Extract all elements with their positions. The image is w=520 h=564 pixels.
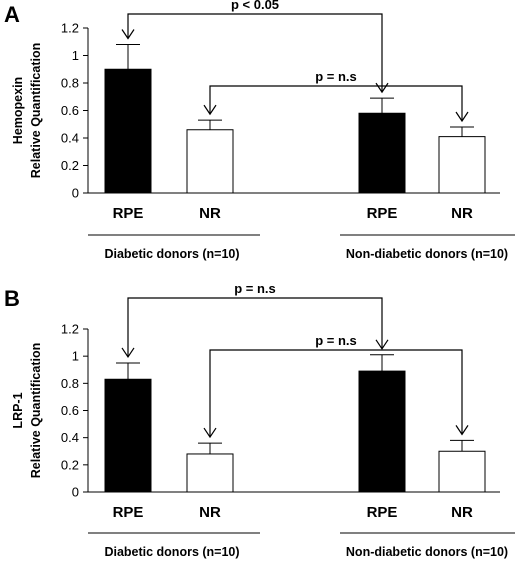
category-label: NR bbox=[451, 205, 473, 222]
y-tick-label: 0.4 bbox=[61, 430, 79, 445]
bracket-arrowhead bbox=[375, 339, 389, 350]
category-label: NR bbox=[451, 504, 473, 521]
bracket-arrowhead bbox=[203, 104, 217, 116]
y-tick-label: 0 bbox=[72, 485, 79, 500]
significance-label: p = n.s bbox=[234, 281, 276, 296]
bar bbox=[186, 129, 234, 194]
category-label: RPE bbox=[367, 504, 398, 521]
bracket-arrowhead bbox=[455, 425, 469, 436]
bracket-line bbox=[209, 349, 463, 438]
bar bbox=[104, 68, 152, 194]
group-label: Diabetic donors (n=10) bbox=[104, 247, 239, 261]
y-axis-title: Hemopexin bbox=[11, 77, 25, 144]
bar bbox=[358, 370, 406, 493]
y-axis-title: LRP-1 bbox=[11, 392, 25, 428]
bar bbox=[438, 136, 486, 194]
group-label: Non-diabetic donors (n=10) bbox=[346, 247, 508, 261]
bracket-arrowhead bbox=[203, 427, 217, 439]
y-tick-label: 0.2 bbox=[61, 158, 79, 173]
y-tick-label: 0.8 bbox=[61, 76, 79, 91]
bracket-arrowhead bbox=[455, 111, 469, 123]
bar bbox=[104, 378, 152, 493]
y-axis-subtitle: Relative Quantification bbox=[29, 343, 43, 478]
bar bbox=[438, 450, 486, 493]
y-tick-label: 0.2 bbox=[61, 457, 79, 472]
chart-panel-a: A 0 0.2 0.4 0.6 0.8 1 1.2 Hemopexin Relative Quan… bbox=[4, 0, 515, 261]
category-label: NR bbox=[199, 504, 221, 521]
category-label: RPE bbox=[113, 504, 144, 521]
bar bbox=[186, 453, 234, 493]
panel-letter: B bbox=[4, 286, 20, 311]
significance-label: p = n.s bbox=[315, 69, 357, 84]
group-label: Diabetic donors (n=10) bbox=[104, 545, 239, 559]
category-label: RPE bbox=[113, 205, 144, 222]
bracket-arrowhead bbox=[121, 347, 135, 359]
significance-bracket: p = n.s bbox=[203, 69, 469, 123]
y-tick-label: 1.2 bbox=[61, 322, 79, 337]
significance-bracket: p = n.s bbox=[121, 281, 389, 359]
bracket-line bbox=[127, 13, 383, 93]
y-axis-subtitle: Relative Quantification bbox=[29, 43, 43, 178]
significance-bracket: p = n.s bbox=[203, 333, 469, 439]
bracket-arrowhead bbox=[121, 29, 135, 40]
bracket-line bbox=[209, 85, 463, 121]
category-label: NR bbox=[199, 205, 221, 222]
y-tick-label: 1 bbox=[72, 349, 79, 364]
bracket-line bbox=[127, 297, 383, 357]
y-tick-label: 0.6 bbox=[61, 103, 79, 118]
y-tick-label: 0.6 bbox=[61, 403, 79, 418]
y-tick-label: 0.8 bbox=[61, 376, 79, 391]
panel-letter: A bbox=[4, 2, 20, 27]
significance-label: p < 0.05 bbox=[231, 0, 279, 12]
significance-label: p = n.s bbox=[315, 333, 357, 348]
group-label: Non-diabetic donors (n=10) bbox=[346, 545, 508, 559]
y-tick-label: 1 bbox=[72, 48, 79, 63]
chart-panel-b: B 0 0.2 0.4 0.6 0.8 1 1.2 LRP-1 Relative Quantifi… bbox=[4, 281, 515, 559]
category-label: RPE bbox=[367, 205, 398, 222]
y-tick-label: 0.4 bbox=[61, 131, 79, 146]
y-tick-label: 0 bbox=[72, 186, 79, 201]
y-tick-label: 1.2 bbox=[61, 21, 79, 36]
bar bbox=[358, 112, 406, 194]
